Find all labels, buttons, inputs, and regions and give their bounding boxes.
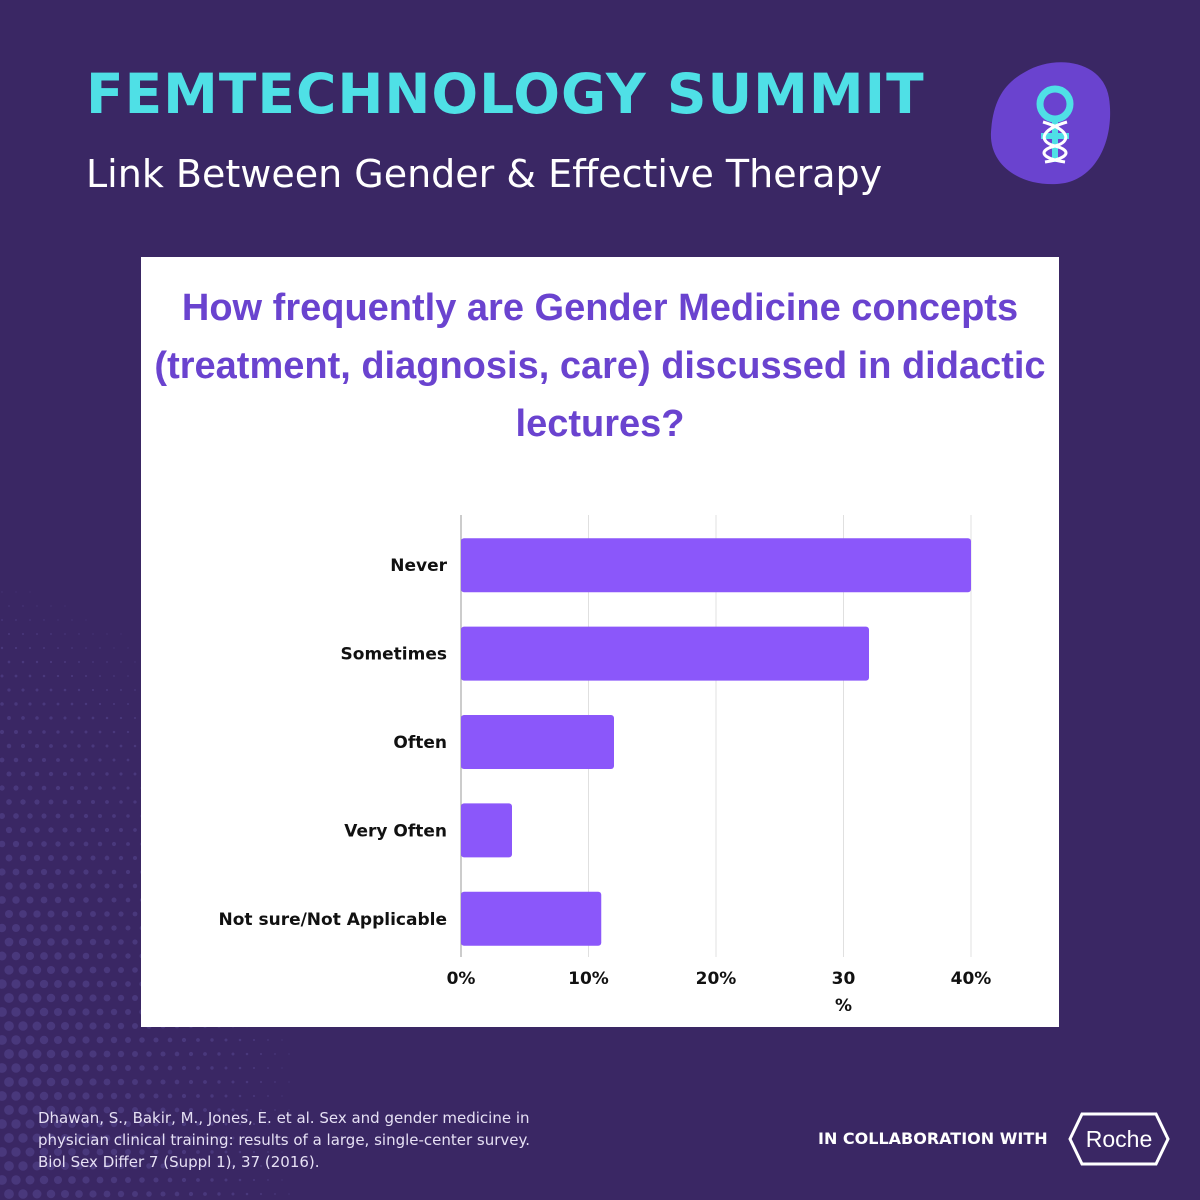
roche-logo-icon: Roche xyxy=(1068,1112,1170,1166)
bar xyxy=(461,626,869,681)
femtech-logo-icon xyxy=(990,62,1111,185)
x-tick-label: 30% xyxy=(832,969,856,1016)
collaboration-label: IN COLLABORATION WITH xyxy=(818,1129,1048,1148)
x-tick-label: 10% xyxy=(568,969,609,989)
category-label: Very Often xyxy=(344,821,447,841)
bar xyxy=(461,891,602,946)
bar xyxy=(461,538,971,593)
category-label: Sometimes xyxy=(341,645,447,665)
x-tick-label: 0% xyxy=(447,969,476,989)
summit-subtitle: Link Between Gender & Effective Therapy xyxy=(86,152,883,196)
x-tick-label: 40% xyxy=(951,969,992,989)
category-label: Often xyxy=(393,733,447,753)
x-tick-label: 20% xyxy=(696,969,737,989)
citation-text: Dhawan, S., Bakir, M., Jones, E. et al. … xyxy=(38,1109,531,1171)
bar xyxy=(461,715,614,769)
chart-card: How frequently are Gender Medicine conce… xyxy=(141,257,1059,1027)
chart-title: How frequently are Gender Medicine conce… xyxy=(154,287,1046,445)
category-label: Never xyxy=(390,556,447,576)
bar xyxy=(461,803,512,858)
summit-title: FEMTECHNOLOGY SUMMIT xyxy=(86,62,925,126)
category-label: Not sure/Not Applicable xyxy=(219,910,447,930)
bar-chart: 0% 10% 20% 30 % 40% Never Sometimes Often Very Of… xyxy=(219,515,992,1016)
roche-logo-text: Roche xyxy=(1086,1126,1152,1152)
